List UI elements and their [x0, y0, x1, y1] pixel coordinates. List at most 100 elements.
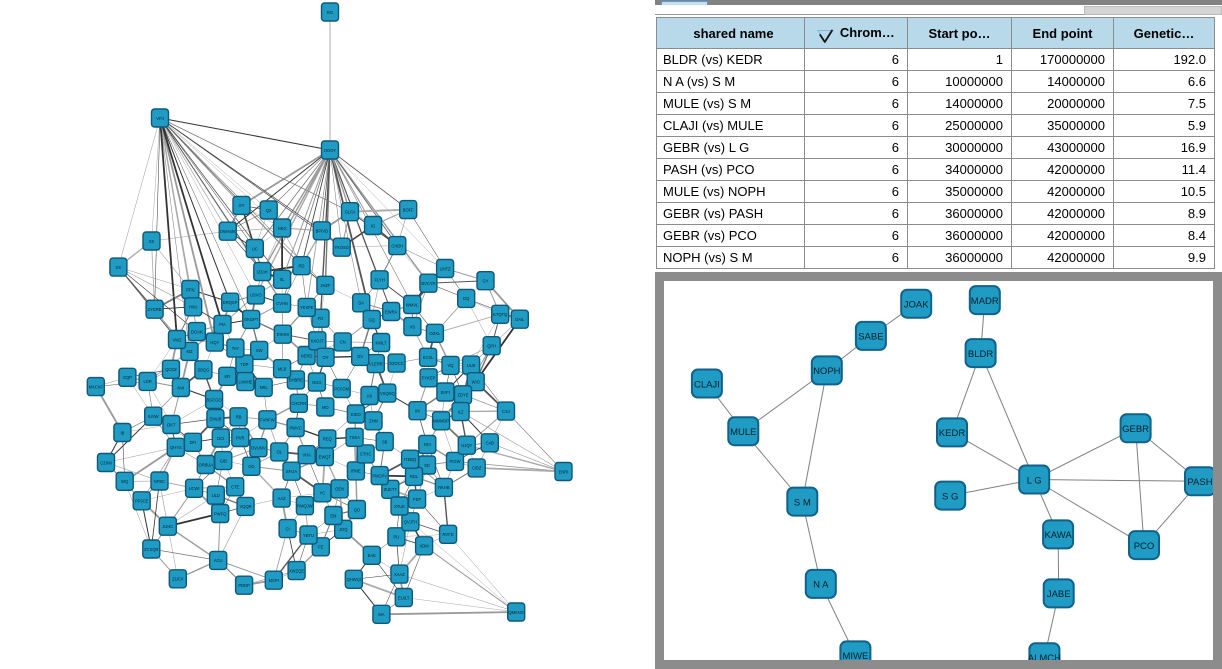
svg-text:HKG: HKG — [278, 226, 287, 231]
svg-text:OL: OL — [277, 450, 283, 455]
svg-text:EAE: EAE — [368, 553, 376, 558]
svg-text:UUS: UUS — [467, 363, 476, 368]
svg-text:QHWQI: QHWQI — [347, 577, 361, 582]
svg-text:QX: QX — [266, 208, 272, 213]
svg-text:KEDR: KEDR — [939, 428, 966, 439]
svg-text:ZYDRB: ZYDRB — [148, 307, 162, 312]
svg-text:ERQSP: ERQSP — [223, 300, 238, 305]
svg-text:PCO: PCO — [1134, 541, 1155, 552]
svg-text:CHCRN: CHCRN — [291, 401, 306, 406]
svg-text:EXHM: EXHM — [277, 332, 289, 337]
svg-text:RKHB: RKHB — [438, 485, 450, 490]
svg-text:CHDH: CHDH — [391, 243, 403, 248]
svg-text:SD: SD — [424, 463, 430, 468]
svg-text:KAWA: KAWA — [1044, 530, 1072, 541]
svg-text:UHTZ: UHTZ — [440, 266, 451, 271]
svg-text:AX: AX — [367, 393, 373, 398]
svg-text:PU: PU — [394, 535, 400, 540]
svg-text:WQ: WQ — [121, 479, 128, 484]
svg-text:ZHM: ZHM — [369, 419, 378, 424]
svg-text:GIB: GIB — [220, 458, 227, 463]
svg-text:XDM: XDM — [420, 544, 430, 549]
svg-text:ITEBQ: ITEBQ — [404, 457, 416, 462]
svg-text:UJQY: UJQY — [461, 443, 472, 448]
svg-text:QO: QO — [354, 507, 360, 512]
svg-text:N A: N A — [813, 580, 829, 591]
svg-text:ALMCH: ALMCH — [1028, 653, 1061, 660]
svg-text:MA: MA — [378, 612, 384, 617]
svg-text:NFBC: NFBC — [154, 479, 165, 484]
svg-text:OEN: OEN — [335, 487, 344, 492]
svg-text:DVUNV: DVUNV — [251, 446, 266, 451]
svg-text:BYFI: BYFI — [441, 390, 450, 395]
svg-text:XW: XW — [256, 348, 263, 353]
svg-text:MCPI: MCPI — [269, 578, 279, 583]
svg-text:FVHFW: FVHFW — [260, 418, 275, 423]
svg-text:EWRA: EWRA — [385, 309, 398, 314]
svg-text:PWVC: PWVC — [289, 425, 301, 430]
svg-text:RMQJW: RMQJW — [297, 504, 313, 509]
svg-text:PIGW: PIGW — [450, 459, 461, 464]
svg-text:RVFD: RVFD — [443, 532, 454, 537]
svg-text:BOFF: BOFF — [403, 207, 414, 212]
svg-text:ORBUA: ORBUA — [199, 462, 214, 467]
svg-text:EM: EM — [330, 513, 337, 518]
svg-text:CG: CG — [248, 464, 254, 469]
svg-text:CIBZ: CIBZ — [472, 466, 482, 471]
svg-text:XK: XK — [415, 409, 421, 414]
svg-text:QVJTH: QVJTH — [404, 520, 417, 525]
svg-text:OWAMK: OWAMK — [220, 229, 236, 234]
svg-text:BHBRE: BHBRE — [289, 378, 303, 383]
svg-text:QHYS: QHYS — [170, 445, 182, 450]
svg-text:NVI: NVI — [177, 385, 184, 390]
svg-text:XAAZ: XAAZ — [394, 572, 405, 577]
svg-text:XL: XL — [280, 277, 286, 282]
svg-text:ENRI: ENRI — [559, 469, 569, 474]
svg-text:SZOCC: SZOCC — [389, 361, 403, 366]
svg-text:KR: KR — [224, 374, 230, 379]
svg-text:XTUE: XTUE — [394, 504, 405, 509]
svg-text:ZCXQR: ZCXQR — [144, 547, 158, 552]
svg-text:CTHC: CTHC — [360, 452, 371, 457]
svg-text:PDDP: PDDP — [238, 583, 250, 588]
svg-text:PCFOM: PCFOM — [334, 386, 349, 391]
svg-text:NCI: NCI — [424, 442, 431, 447]
svg-text:IB: IB — [120, 430, 124, 435]
svg-text:JHZF: JHZF — [320, 283, 331, 288]
svg-text:OAIL: OAIL — [515, 317, 525, 322]
svg-text:IRNE: IRNE — [351, 469, 361, 474]
svg-text:REQ: REQ — [323, 437, 332, 442]
svg-text:GQP: GQP — [123, 375, 132, 380]
svg-text:NGG: NGG — [312, 380, 321, 385]
svg-text:S M: S M — [794, 497, 811, 508]
svg-text:ZDYE: ZDYE — [458, 393, 469, 398]
svg-text:RDL: RDL — [410, 474, 419, 479]
svg-text:XWZQE: XWZQE — [289, 568, 304, 573]
svg-text:UC: UC — [252, 246, 258, 251]
svg-text:MADR: MADR — [971, 296, 999, 307]
svg-text:PMCPV: PMCPV — [372, 473, 387, 478]
svg-text:JOQ: JOQ — [339, 527, 347, 532]
svg-text:OY: OY — [239, 203, 245, 208]
svg-text:GKGPT: GKGPT — [244, 317, 259, 322]
svg-text:CN: CN — [340, 340, 346, 345]
svg-text:CAB: CAB — [486, 441, 495, 446]
svg-text:VS: VS — [410, 324, 416, 329]
svg-text:TSEA: TSEA — [349, 435, 360, 440]
svg-text:VHA: VHA — [302, 453, 311, 458]
svg-text:SBQG: SBQG — [197, 368, 209, 373]
svg-text:PPJCE: PPJCE — [135, 499, 148, 504]
svg-text:SB: SB — [382, 439, 388, 444]
svg-text:EIEO: EIEO — [351, 412, 361, 417]
svg-text:WIO: WIO — [472, 380, 480, 385]
svg-text:CLAJI: CLAJI — [694, 379, 720, 390]
svg-text:L G: L G — [1027, 475, 1042, 486]
svg-text:DOAK: DOAK — [191, 329, 203, 334]
svg-text:CVHN: CVHN — [276, 301, 288, 306]
svg-text:VSQNQ: VSQNQ — [380, 391, 395, 396]
svg-text:NOPH: NOPH — [813, 366, 841, 377]
svg-text:YKOSO: YKOSO — [334, 245, 349, 250]
svg-text:EUILT: EUILT — [398, 595, 410, 600]
svg-text:XX: XX — [116, 265, 122, 270]
svg-text:KWLT: KWLT — [376, 340, 388, 345]
